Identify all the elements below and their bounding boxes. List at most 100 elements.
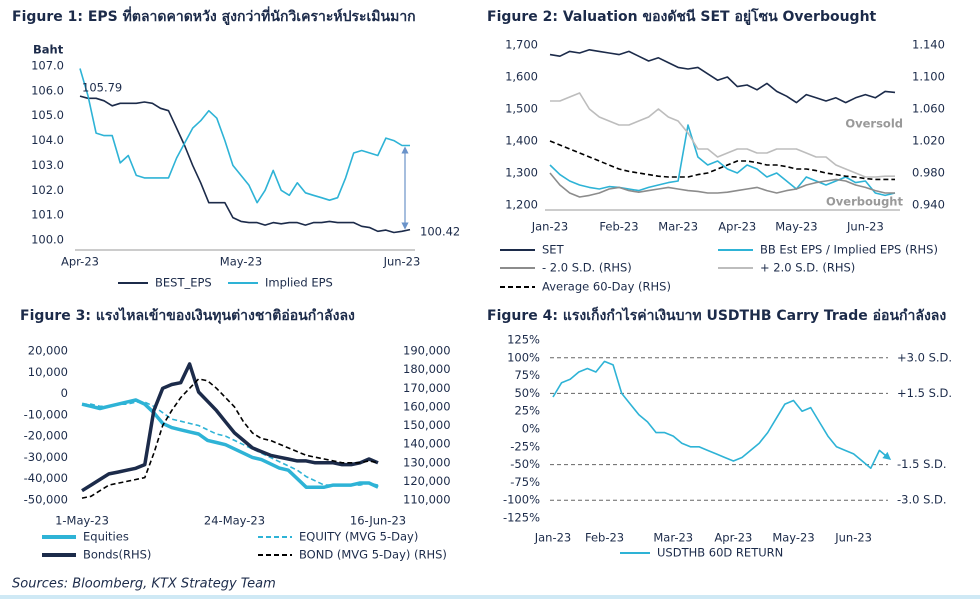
legend-label: Average 60-Day (RHS) [542, 280, 671, 294]
tick-label: 1.100 [912, 70, 945, 84]
tick-label: 100% [507, 350, 540, 364]
tick-label: 1.140 [912, 38, 945, 52]
tick-label: 0.980 [912, 166, 945, 180]
tick-label: 0.940 [912, 198, 945, 212]
series-line [81, 398, 379, 489]
legend-label: Equities [83, 530, 129, 544]
tick-label: 1,300 [505, 166, 538, 180]
chart-title: Figure 3: แรงไหลเข้าของเงินทุนต่างชาติอ่… [20, 306, 355, 324]
series-line [549, 49, 896, 104]
chart-title: Figure 2: Valuation ของดัชนี SET อยู่โซน… [487, 7, 877, 25]
tick-label: 106.0 [31, 83, 64, 97]
series-line [79, 68, 410, 204]
tick-label: 75% [514, 368, 540, 382]
annotation: Overbought [826, 195, 903, 209]
tick-label: 1,400 [505, 134, 538, 148]
x-tick-label: May-23 [220, 255, 262, 269]
series-line [549, 172, 895, 198]
tick-label: 0 [61, 386, 68, 400]
tick-label: 1.020 [912, 134, 945, 148]
series-line [81, 362, 379, 493]
tick-label: 0% [522, 422, 540, 436]
legend-label: USDTHB 60D RETURN [657, 546, 783, 560]
x-tick-label: 1-May-23 [55, 514, 109, 528]
tick-label: 140,000 [403, 437, 451, 451]
tick-label: -100% [503, 493, 540, 507]
tick-label: 180,000 [403, 362, 451, 376]
chart-title: Figure 4: แรงเก็งกำไรค่าเงินบาท USDTHB C… [487, 306, 946, 324]
series-line [550, 92, 895, 178]
series-line [79, 95, 411, 234]
legend-label: BB Est EPS / Implied EPS (RHS) [760, 243, 938, 257]
tick-label: 100.0 [31, 233, 64, 247]
legend-label: EQUITY (MVG 5-Day) [299, 530, 418, 544]
tick-label: 1,700 [505, 38, 538, 52]
tick-label: 190,000 [403, 344, 451, 358]
tick-label: 170,000 [403, 381, 451, 395]
tick-label: 102.0 [31, 183, 64, 197]
legend-label: BEST_EPS [155, 276, 212, 290]
tick-label: 130,000 [403, 455, 451, 469]
tick-label: 20,000 [28, 344, 68, 358]
tick-label: 25% [514, 404, 540, 418]
tick-label: 103.0 [31, 158, 64, 172]
legend-label: Bonds(RHS) [83, 548, 151, 562]
legend-label: - 2.0 S.D. (RHS) [542, 261, 632, 275]
x-tick-label: Jan-23 [534, 531, 572, 545]
x-tick-label: Mar-23 [653, 531, 693, 545]
tick-label: -30,000 [24, 450, 68, 464]
x-tick-label: Jun-23 [834, 531, 872, 545]
tick-label: -50,000 [24, 493, 68, 507]
x-tick-label: Apr-23 [61, 255, 99, 269]
x-tick-label: Feb-23 [599, 220, 638, 234]
x-tick-label: 24-May-23 [204, 514, 265, 528]
tick-label: -50% [510, 457, 540, 471]
x-tick-label: Jun-23 [846, 220, 884, 234]
legend-label: Implied EPS [265, 276, 333, 290]
x-tick-label: Jan-23 [531, 220, 569, 234]
tick-label: 104.0 [31, 133, 64, 147]
x-tick-label: 16-Jun-23 [350, 514, 406, 528]
series-line [82, 401, 379, 486]
reference-label: +1.5 S.D. [897, 386, 952, 400]
series-line [549, 140, 895, 181]
x-tick-label: May-23 [775, 220, 817, 234]
reference-label: +3.0 S.D. [897, 350, 952, 364]
legend-label: SET [542, 243, 565, 257]
tick-label: 105.0 [31, 108, 64, 122]
x-tick-label: May-23 [772, 531, 814, 545]
tick-label: -40,000 [24, 471, 68, 485]
legend-label: + 2.0 S.D. (RHS) [760, 261, 855, 275]
tick-label: 10,000 [28, 365, 68, 379]
tick-label: 107.0 [31, 59, 64, 73]
chart-title: Figure 1: EPS ที่ตลาดคาดหวัง สูงกว่าที่น… [12, 6, 416, 25]
annotation: 100.42 [420, 225, 460, 239]
annotation: Oversold [845, 117, 903, 131]
tick-label: 1,200 [505, 198, 538, 212]
tick-label: -10,000 [24, 407, 68, 421]
x-tick-label: Jun-23 [383, 255, 421, 269]
tick-label: 50% [514, 386, 540, 400]
tick-label: 1,600 [505, 70, 538, 84]
x-tick-label: Apr-23 [718, 220, 756, 234]
tick-label: 160,000 [403, 399, 451, 413]
y-axis-label: Baht [33, 43, 64, 57]
x-tick-label: Mar-23 [658, 220, 698, 234]
tick-label: 120,000 [403, 474, 451, 488]
tick-label: -75% [510, 475, 540, 489]
x-tick-label: Feb-23 [585, 531, 624, 545]
series-line [552, 360, 892, 469]
source-note: Sources: Bloomberg, KTX Strategy Team [12, 577, 276, 592]
tick-label: 101.0 [31, 208, 64, 222]
reference-label: -3.0 S.D. [897, 493, 947, 507]
x-tick-label: Apr-23 [714, 531, 752, 545]
tick-label: -125% [503, 511, 540, 525]
legend-label: BOND (MVG 5-Day) (RHS) [299, 548, 447, 562]
reference-label: -1.5 S.D. [897, 457, 947, 471]
tick-label: 1.060 [912, 102, 945, 116]
tick-label: -25% [510, 439, 540, 453]
tick-label: 125% [507, 333, 540, 347]
tick-label: -20,000 [24, 429, 68, 443]
